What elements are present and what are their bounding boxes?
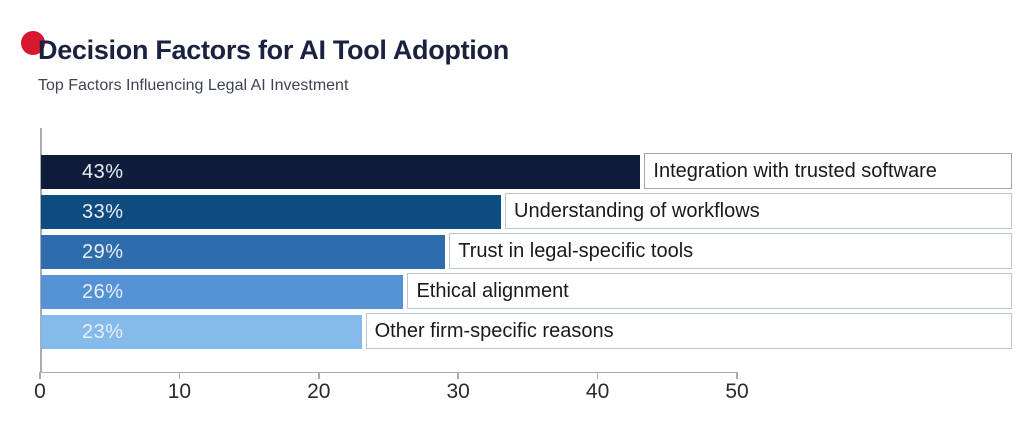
category-label-box: Ethical alignment — [407, 273, 1012, 309]
bar-5: 23% — [41, 315, 362, 349]
x-axis-tick-label: 0 — [34, 380, 46, 403]
category-label: Understanding of workflows — [514, 199, 760, 222]
bar-1: 43% — [41, 155, 641, 189]
x-axis-tick-label: 30 — [446, 380, 470, 403]
page-title: Decision Factors for AI Tool Adoption — [38, 35, 509, 65]
bar-row: 43% Integration with trusted software — [0, 153, 1024, 189]
page-subtitle: Top Factors Influencing Legal AI Investm… — [38, 77, 349, 94]
x-axis-tick-label: 50 — [725, 380, 749, 403]
brand-dot-icon — [21, 31, 45, 55]
y-axis-line — [40, 128, 42, 373]
category-label-box: Integration with trusted software — [644, 153, 1012, 189]
category-label: Integration with trusted software — [653, 159, 937, 182]
category-label-box: Other firm-specific reasons — [365, 313, 1012, 349]
bar-4: 26% — [41, 275, 404, 309]
bar-value-label: 43% — [82, 160, 124, 183]
category-label-box: Understanding of workflows — [505, 193, 1012, 229]
x-axis-tick — [457, 372, 459, 379]
bar-row: 33% Understanding of workflows — [0, 193, 1024, 229]
bar-2: 33% — [41, 195, 502, 229]
bar-row: 23% Other firm-specific reasons — [0, 313, 1024, 349]
category-label: Other firm-specific reasons — [374, 319, 614, 342]
category-label: Ethical alignment — [416, 279, 569, 302]
x-axis-tick-label: 20 — [307, 380, 331, 403]
x-axis-tick — [736, 372, 738, 379]
category-label-box: Trust in legal-specific tools — [449, 233, 1012, 269]
x-axis-tick-label: 40 — [585, 380, 610, 403]
x-axis-tick — [178, 372, 181, 379]
x-axis-line — [40, 371, 737, 373]
x-axis-tick — [318, 372, 320, 379]
x-axis-tick-label: 10 — [167, 380, 192, 403]
x-axis-tick — [39, 372, 41, 379]
bar-row: 29% Trust in legal-specific tools — [0, 233, 1024, 269]
x-axis-tick — [596, 372, 599, 379]
category-label: Trust in legal-specific tools — [458, 239, 694, 262]
bar-3: 29% — [41, 235, 446, 269]
bar-value-label: 29% — [82, 240, 124, 263]
bar-row: 26% Ethical alignment — [0, 273, 1024, 309]
bar-value-label: 23% — [82, 320, 124, 343]
bar-value-label: 33% — [82, 200, 124, 223]
bar-value-label: 26% — [82, 280, 124, 303]
